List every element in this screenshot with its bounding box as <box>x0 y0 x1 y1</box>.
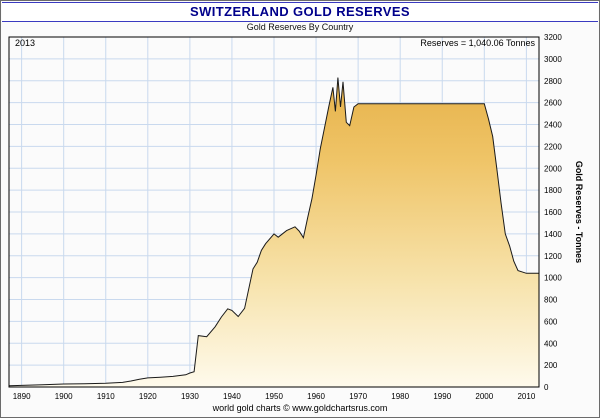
plot-border <box>8 36 540 388</box>
x-tick-label: 1980 <box>391 392 409 401</box>
y-tick-label: 2600 <box>544 99 562 108</box>
gold-reserves-area-chart: 1890 1900 1910 1920 1930 1940 1950 1960 1970 1980… <box>8 33 562 401</box>
year-annotation: 2013 <box>15 38 36 48</box>
x-tick-label: 2000 <box>475 392 493 401</box>
y-tick-label: 600 <box>544 317 558 326</box>
y-tick-label: 3000 <box>544 55 562 64</box>
y-tick-label: 2200 <box>544 142 562 151</box>
y-tick-label: 2800 <box>544 77 562 86</box>
reserves-value-annotation: Reserves = 1,040.06 Tonnes <box>420 38 535 48</box>
footer-caption: world gold charts © www.goldchartsrus.co… <box>212 403 388 413</box>
y-tick-label: 1000 <box>544 274 562 283</box>
chart-title: SWITZERLAND GOLD RESERVES <box>190 4 410 19</box>
x-tick-label: 1990 <box>433 392 451 401</box>
y-tick-label: 0 <box>544 383 549 392</box>
y-tick-label: 400 <box>544 339 558 348</box>
x-tick-label: 1960 <box>307 392 325 401</box>
x-tick-label: 1970 <box>349 392 367 401</box>
y-tick-label: 200 <box>544 361 558 370</box>
x-tick-label: 1890 <box>13 392 31 401</box>
x-tick-label: 1950 <box>265 392 283 401</box>
y-axis-title: Gold Reserves - Tonnes <box>574 160 584 264</box>
x-tick-label: 1940 <box>223 392 241 401</box>
y-tick-label: 1200 <box>544 252 562 261</box>
gold-reserves-area <box>9 77 539 387</box>
x-tick-label: 2010 <box>517 392 535 401</box>
x-tick-label: 1920 <box>139 392 157 401</box>
chart-subtitle: Gold Reserves By Country <box>246 22 354 32</box>
y-tick-label: 800 <box>544 296 558 305</box>
x-tick-label: 1930 <box>181 392 199 401</box>
x-tick-label: 1900 <box>55 392 73 401</box>
x-tick-label: 1910 <box>97 392 115 401</box>
y-tick-label: 3200 <box>544 33 562 42</box>
y-tick-label: 1400 <box>544 230 562 239</box>
chart-title-bar: SWITZERLAND GOLD RESERVES <box>2 2 598 22</box>
y-tick-label: 1800 <box>544 186 562 195</box>
y-tick-label: 2000 <box>544 164 562 173</box>
y-tick-label: 2400 <box>544 121 562 130</box>
gold-reserves-line <box>8 77 539 387</box>
y-tick-label: 1600 <box>544 208 562 217</box>
